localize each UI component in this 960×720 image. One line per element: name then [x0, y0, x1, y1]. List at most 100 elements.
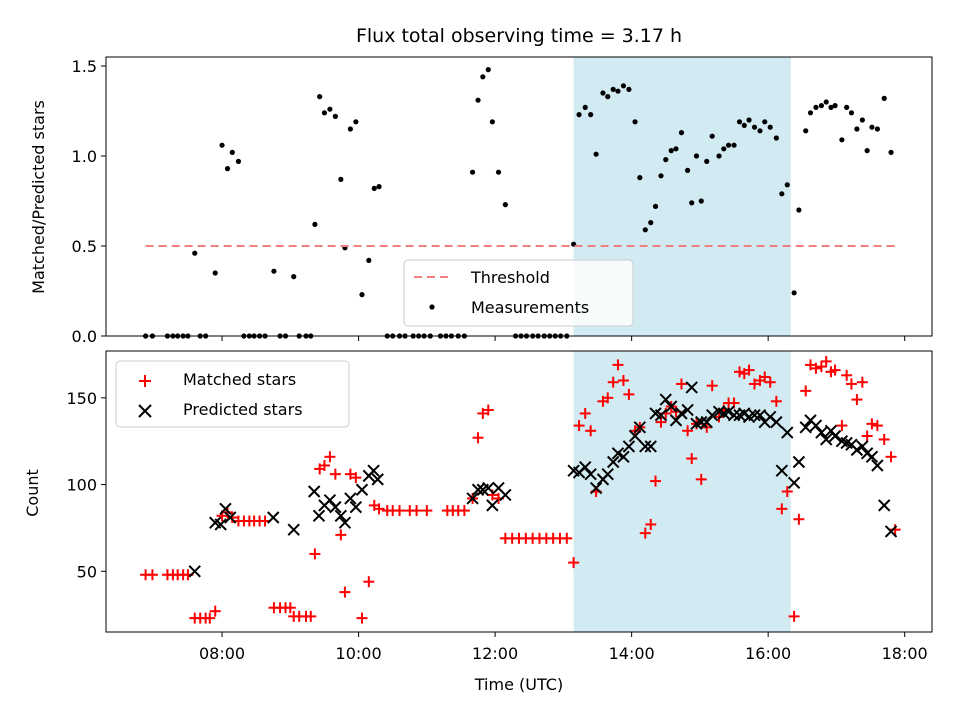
predicted-star-point: [622, 440, 636, 453]
matched-star-point: [706, 380, 718, 392]
measurement-point: [489, 119, 495, 125]
predicted-star-point: [579, 461, 592, 474]
measurement-point: [632, 119, 638, 125]
measurement-point: [762, 119, 768, 125]
measurement-point: [637, 175, 643, 181]
predicted-star-point: [471, 483, 485, 496]
measurement-point: [888, 149, 894, 155]
matched-star-point: [394, 505, 406, 517]
measurement-point: [779, 191, 785, 197]
matched-star-point: [350, 472, 362, 484]
matched-star-point: [733, 366, 745, 378]
measurement-point: [576, 112, 582, 118]
measurement-point: [321, 110, 328, 116]
top-y-axis-label: Matched/Predicted stars: [29, 100, 48, 294]
predicted-star-point: [681, 403, 694, 417]
predicted-star-point: [815, 426, 828, 439]
matched-star-point: [781, 486, 793, 497]
predicted-star-point: [819, 433, 833, 446]
matched-star-point: [568, 557, 580, 569]
measurement-point: [502, 202, 508, 208]
predicted-star-point: [367, 464, 380, 477]
predicted-star-point: [606, 455, 620, 469]
measurement-point: [832, 103, 838, 109]
measurement-point: [229, 149, 235, 155]
measurement-point: [582, 104, 588, 110]
x-tick-label: 08:00: [199, 644, 245, 663]
measurement-point: [773, 135, 779, 141]
x-tick-label: 18:00: [882, 644, 928, 663]
measurement-point: [796, 207, 802, 213]
matched-star-point: [861, 430, 873, 442]
chart-title: Flux total observing time = 3.17 h: [356, 25, 682, 47]
matched-star-point: [309, 548, 321, 560]
predicted-star-point: [659, 393, 672, 406]
matched-star-point: [607, 376, 619, 388]
measurement-point: [235, 158, 242, 164]
matched-star-point: [871, 420, 883, 432]
bottom-y-tick-label: 50: [77, 562, 97, 581]
predicted-stars-series: [188, 381, 898, 578]
top-y-tick-label: 1.5: [72, 57, 97, 76]
legend-matched-label: Matched stars: [183, 370, 296, 389]
measurement-point: [751, 124, 758, 130]
matched-star-point: [866, 418, 878, 430]
predicted-star-point: [665, 400, 678, 413]
measurement-point: [648, 220, 654, 226]
measurement-point: [673, 146, 679, 152]
predicted-star-point: [809, 419, 823, 432]
predicted-star-point: [219, 502, 232, 516]
predicted-star-point: [267, 511, 280, 524]
measurement-point: [698, 198, 704, 204]
matched-star-point: [226, 512, 238, 524]
matched-star-point: [841, 369, 853, 381]
matched-star-point: [209, 605, 221, 617]
predicted-star-point: [628, 429, 642, 443]
predicted-star-point: [700, 415, 713, 429]
measurement-point: [347, 126, 353, 132]
bottom-axes-frame: [105, 350, 933, 633]
predicted-star-point: [705, 408, 719, 422]
matched-star-point: [695, 473, 707, 485]
measurement-point: [746, 117, 752, 123]
measurement-point: [859, 117, 865, 123]
predicted-star-point: [323, 493, 337, 507]
predicted-star-point: [584, 467, 597, 481]
matched-star-point: [339, 586, 351, 598]
predicted-star-point: [338, 516, 352, 529]
matched-star-point: [836, 420, 848, 432]
predicted-star-point: [188, 565, 201, 578]
x-tick-label: 16:00: [745, 644, 791, 663]
measurement-point: [757, 128, 763, 134]
top-y-tick-label: 0.5: [72, 237, 97, 256]
matched-star-point: [650, 475, 662, 487]
top-legend: Threshold Measurements: [403, 259, 634, 327]
predicted-star-point: [589, 481, 603, 495]
measurement-point: [725, 142, 732, 148]
matched-star-point: [204, 612, 216, 624]
measurement-point: [874, 126, 880, 132]
observing-span-bottom: [573, 351, 791, 632]
predicted-star-point: [850, 443, 864, 457]
legend-predicted-swatch: [138, 404, 152, 418]
matched-star-point: [617, 374, 629, 386]
predicted-star-point: [633, 421, 647, 434]
top-x-ticks: [221, 336, 906, 341]
top-axes-frame: [105, 56, 933, 337]
matched-star-point: [686, 453, 698, 465]
measurement-point: [716, 153, 722, 159]
measurement-point: [844, 104, 850, 110]
matched-star-point: [878, 433, 890, 445]
measurement-point: [704, 158, 710, 164]
predicted-star-point: [466, 492, 479, 505]
measurement-point: [317, 94, 323, 100]
measurement-point: [376, 184, 382, 190]
measurement-point: [620, 83, 627, 89]
measurement-point: [327, 106, 333, 112]
top-y-tick-label: 1.0: [72, 147, 97, 166]
matched-star-point: [682, 425, 694, 437]
predicted-star-point: [344, 492, 357, 505]
predicted-star-point: [792, 455, 806, 469]
matched-star-point: [815, 361, 827, 373]
